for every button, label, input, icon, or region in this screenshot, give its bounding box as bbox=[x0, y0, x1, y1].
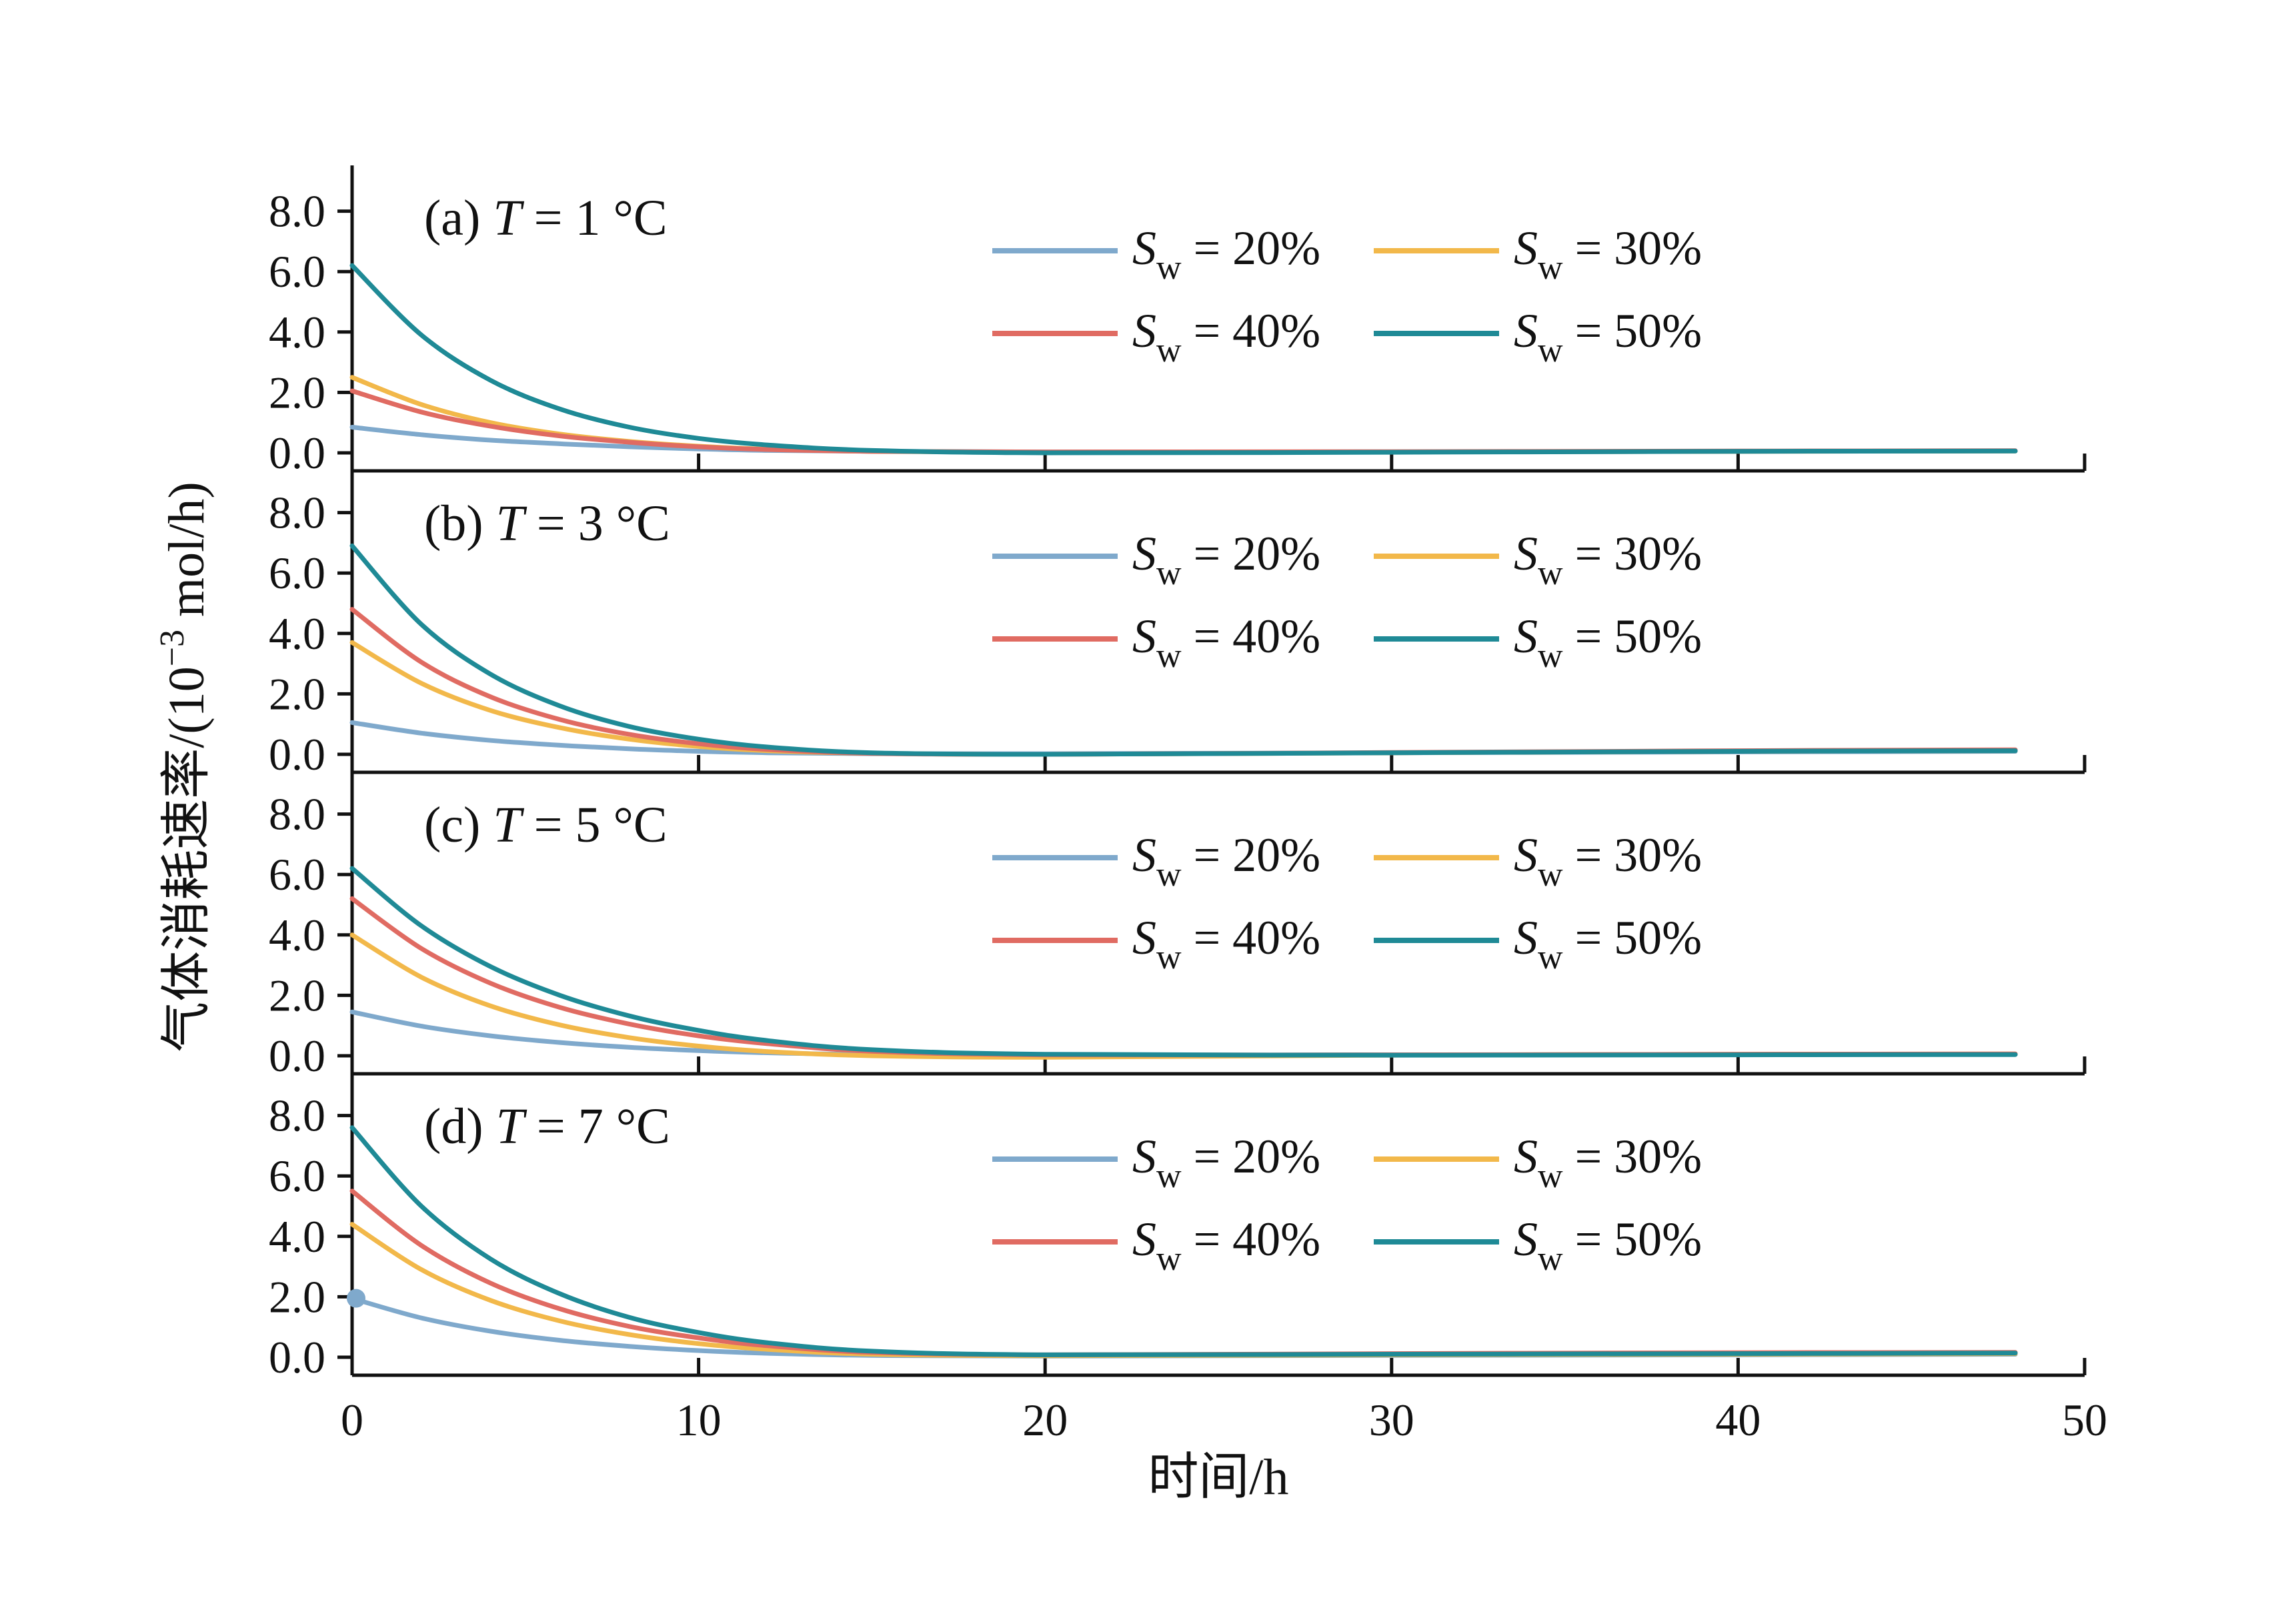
legend-entry-sw30: Sw = 30% bbox=[1374, 828, 1702, 894]
legend-entry-sw40: Sw = 40% bbox=[992, 1213, 1320, 1278]
data-marker bbox=[347, 1289, 365, 1308]
y-tick-label: 0.0 bbox=[269, 729, 325, 780]
y-tick-label: 2.0 bbox=[269, 970, 325, 1020]
panel-a: 0.0 2.0 4.0 6.0 8.0 (a) T = 1 °C Sw = 20% Sw = … bbox=[269, 165, 2087, 478]
y-tick-label: 0.0 bbox=[269, 428, 325, 478]
x-tick-label: 10 bbox=[676, 1395, 722, 1445]
x-tick-label: 0 bbox=[341, 1395, 363, 1445]
y-axis-title: 气体消耗速率/(10−3 mol/h) bbox=[153, 482, 215, 1052]
y-tick-label: 8.0 bbox=[269, 186, 325, 237]
legend-label: Sw = 40% bbox=[1132, 1213, 1320, 1278]
legend-entry-sw30: Sw = 30% bbox=[1374, 527, 1702, 592]
panel-label: (d) T = 7 °C bbox=[424, 1098, 670, 1154]
panel-b: 0.0 2.0 4.0 6.0 8.0 (b) T = 3 °C Sw = 20% Sw = … bbox=[269, 471, 2087, 780]
series-line-sw50 bbox=[349, 1125, 2018, 1358]
panel-label: (c) T = 5 °C bbox=[424, 797, 668, 853]
y-tick-label: 6.0 bbox=[269, 1150, 325, 1201]
y-tick-label: 6.0 bbox=[269, 849, 325, 900]
legend-label: Sw = 30% bbox=[1514, 828, 1702, 894]
legend-label: Sw = 20% bbox=[1132, 527, 1320, 592]
legend-label: Sw = 50% bbox=[1514, 304, 1702, 369]
legend-label: Sw = 50% bbox=[1514, 1213, 1702, 1278]
legend-label: Sw = 50% bbox=[1514, 911, 1702, 976]
legend-entry-sw50: Sw = 50% bbox=[1374, 911, 1702, 976]
legend-label: Sw = 30% bbox=[1514, 1130, 1702, 1195]
legend-entry-sw20: Sw = 20% bbox=[992, 1130, 1320, 1195]
legend-entry-sw30: Sw = 30% bbox=[1374, 1130, 1702, 1195]
legend-entry-sw40: Sw = 40% bbox=[992, 911, 1320, 976]
legend-label: Sw = 40% bbox=[1132, 610, 1320, 675]
legend-entry-sw20: Sw = 20% bbox=[992, 828, 1320, 894]
legend-label: Sw = 50% bbox=[1514, 610, 1702, 675]
legend-entry-sw40: Sw = 40% bbox=[992, 304, 1320, 369]
y-tick-label: 4.0 bbox=[269, 1211, 325, 1262]
y-tick-label: 6.0 bbox=[269, 548, 325, 598]
legend-entry-sw50: Sw = 50% bbox=[1374, 610, 1702, 675]
y-tick-label: 0.0 bbox=[269, 1332, 325, 1383]
y-tick-label: 2.0 bbox=[269, 668, 325, 719]
legend-label: Sw = 30% bbox=[1514, 221, 1702, 287]
y-tick-label: 2.0 bbox=[269, 1271, 325, 1322]
y-tick-label: 2.0 bbox=[269, 367, 325, 418]
panel-label: (b) T = 3 °C bbox=[424, 496, 670, 552]
legend-entry-sw40: Sw = 40% bbox=[992, 610, 1320, 675]
y-tick-label: 0.0 bbox=[269, 1030, 325, 1081]
y-tick-label: 8.0 bbox=[269, 488, 325, 538]
legend-label: Sw = 20% bbox=[1132, 828, 1320, 894]
series-line-sw50 bbox=[349, 866, 2018, 1058]
series-line-sw50 bbox=[349, 543, 2018, 757]
legend-label: Sw = 40% bbox=[1132, 304, 1320, 369]
legend-entry-sw50: Sw = 50% bbox=[1374, 1213, 1702, 1278]
legend-label: Sw = 30% bbox=[1514, 527, 1702, 592]
y-tick-label: 4.0 bbox=[269, 307, 325, 357]
legend-entry-sw50: Sw = 50% bbox=[1374, 304, 1702, 369]
panel-d: 0.0 2.0 4.0 6.0 8.0 (d) T = 7 °C Sw = 20% Sw = … bbox=[269, 1074, 2087, 1383]
legend-label: Sw = 20% bbox=[1132, 221, 1320, 287]
series-line-sw50 bbox=[349, 263, 2018, 456]
panel-label: (a) T = 1 °C bbox=[424, 190, 668, 246]
y-tick-label: 4.0 bbox=[269, 910, 325, 960]
y-tick-label: 8.0 bbox=[269, 1090, 325, 1141]
legend-entry-sw20: Sw = 20% bbox=[992, 527, 1320, 592]
x-tick-label: 30 bbox=[1369, 1395, 1414, 1445]
x-tick-label: 20 bbox=[1022, 1395, 1068, 1445]
legend-entry-sw30: Sw = 30% bbox=[1374, 221, 1702, 287]
panel-c: 0.0 2.0 4.0 6.0 8.0 (c) T = 5 °C Sw = 20% Sw = … bbox=[269, 772, 2087, 1081]
x-tick-label: 50 bbox=[2062, 1395, 2107, 1445]
legend-label: Sw = 40% bbox=[1132, 911, 1320, 976]
y-tick-label: 4.0 bbox=[269, 608, 325, 659]
y-tick-label: 6.0 bbox=[269, 246, 325, 297]
x-tick-label: 40 bbox=[1715, 1395, 1761, 1445]
legend-entry-sw20: Sw = 20% bbox=[992, 221, 1320, 287]
y-tick-label: 8.0 bbox=[269, 789, 325, 840]
legend-label: Sw = 20% bbox=[1132, 1130, 1320, 1195]
x-axis-title: 时间/h bbox=[1148, 1449, 1288, 1505]
